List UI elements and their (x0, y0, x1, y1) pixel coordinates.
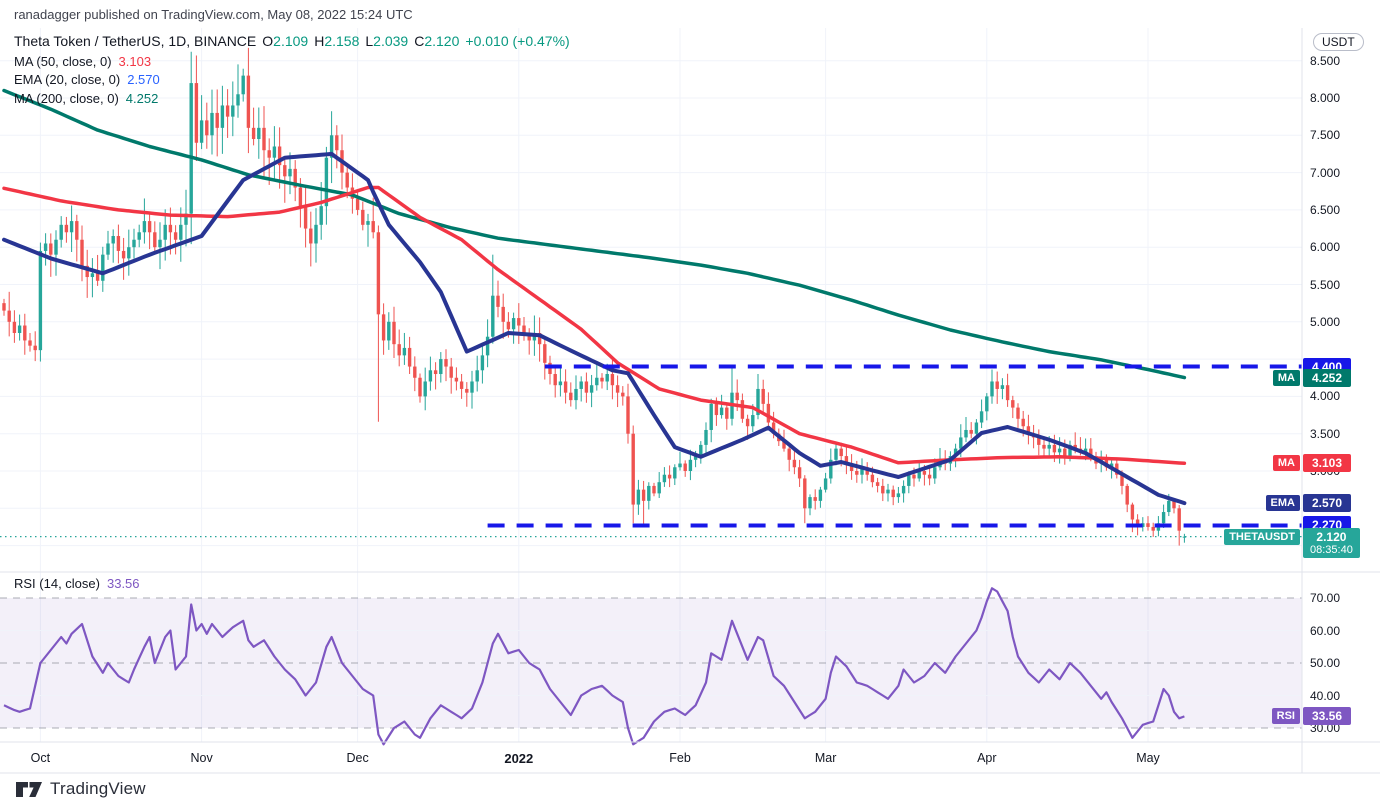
price-tick-label: 5.000 (1310, 314, 1341, 329)
currency-toggle[interactable]: USDT (1313, 33, 1364, 51)
ohlc-item: C2.120 (414, 33, 460, 49)
indicator-legend-ma200: MA (200, close, 0) 4.252 (14, 90, 159, 106)
badge-tag: RSI (1271, 708, 1300, 725)
ohlc-readout: O2.109 H2.158 L2.039 C2.120 (256, 33, 459, 49)
rsi-legend: RSI (14, close) 33.56 (14, 576, 140, 591)
price-tick-label: 3.500 (1310, 426, 1341, 441)
time-axis-label: Nov (190, 751, 213, 765)
indicator-legend-ema20: EMA (20, close, 0) 2.570 (14, 72, 160, 87)
publish-watermark: ranadagger published on TradingView.com,… (14, 7, 413, 22)
time-axis-label: Oct (30, 751, 51, 765)
symbol-title-row: Theta Token / TetherUS, 1D, BINANCE O2.10… (14, 32, 570, 51)
badge-value: 2.570 (1303, 494, 1351, 513)
badge-value: 33.56 (1303, 707, 1351, 726)
price-tick-label: 5.500 (1310, 277, 1341, 292)
price-tick-label: 8.500 (1310, 53, 1341, 68)
time-axis-label: Feb (669, 751, 691, 765)
price-tick-label: 4.000 (1310, 389, 1341, 404)
rsi-tick-label: 50.00 (1310, 656, 1341, 670)
badge-tag: MA (1272, 455, 1300, 472)
time-axis-label: Mar (814, 751, 837, 765)
tradingview-logo-icon (16, 781, 42, 797)
indicator-legend-ma50: MA (50, close, 0) 3.103 (14, 53, 152, 69)
ohlc-item: H2.158 (314, 33, 360, 49)
tradingview-brand-text: TradingView (50, 779, 146, 798)
symbol-title: Theta Token / TetherUS, 1D, BINANCE (14, 33, 257, 49)
badge-tag: EMA (1265, 495, 1300, 512)
badge-tag: THETAUSDT (1224, 528, 1300, 545)
ohlc-item: O2.109 (262, 33, 309, 49)
ohlc-item: L2.039 (365, 33, 409, 49)
badge-value: 4.252 (1303, 368, 1351, 387)
rsi-tick-label: 40.00 (1310, 688, 1341, 703)
price-tick-label: 8.000 (1310, 91, 1341, 105)
time-axis-label: Apr (977, 751, 997, 765)
rsi-tick-label: 70.00 (1310, 591, 1341, 605)
badge-tag: MA (1272, 369, 1300, 386)
badge-value: 3.103 (1303, 454, 1351, 473)
price-tick-label: 7.500 (1310, 128, 1341, 143)
symbol-legend: Theta Token / TetherUS, 1D, BINANCE O2.10… (14, 32, 570, 108)
rsi-tick-label: 60.00 (1310, 623, 1341, 638)
time-axis-label: Dec (346, 751, 369, 765)
price-tick-label: 7.000 (1310, 165, 1341, 180)
time-axis-label: 2022 (504, 751, 534, 766)
badge-value: 2.120 08:35:40 (1303, 527, 1360, 558)
tradingview-attribution[interactable]: TradingView (16, 779, 146, 799)
price-tick-label: 6.000 (1310, 240, 1341, 255)
price-tick-label: 6.500 (1310, 202, 1341, 217)
candle-close-countdown: 08:35:40 (1310, 543, 1353, 556)
change-readout: +0.010 (+0.47%) (465, 33, 570, 49)
time-axis-label: May (1136, 751, 1160, 765)
